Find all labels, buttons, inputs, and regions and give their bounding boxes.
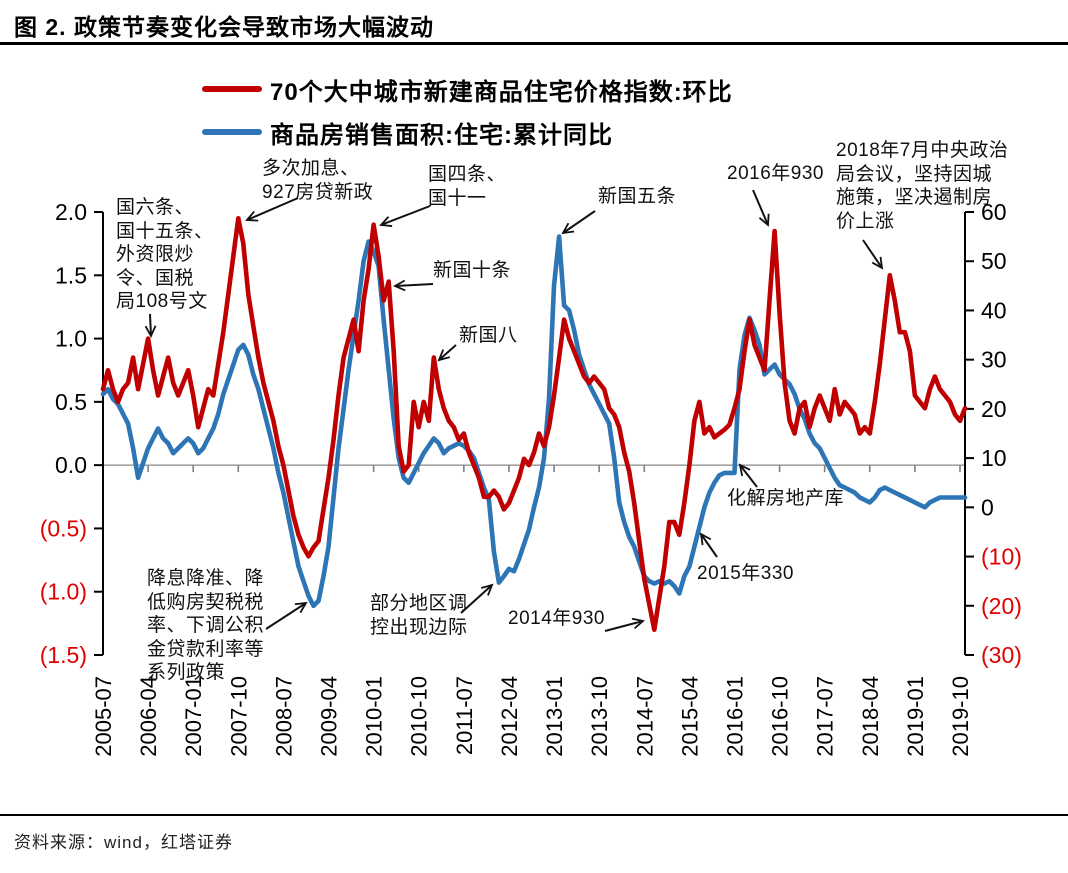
annotation-xinguo5: 新国五条 [598,186,677,207]
right-axis-label: 60 [981,199,1007,225]
legend-label-sales-area: 商品房销售面积:住宅:累计同比 [270,121,613,149]
right-axis-label: 0 [981,494,994,520]
legend-label-price-index: 70个大中城市新建商品住宅价格指数:环比 [270,78,733,106]
legend-swatch-price-index [202,86,262,92]
x-axis-label: 2012-04 [497,676,522,757]
annotation-y2015: 2015年330 [697,563,794,584]
right-axis-label: 30 [981,347,1007,373]
annotation-y2014: 2014年930 [508,608,605,629]
x-axis-label: 2014-07 [632,676,657,757]
x-axis-label: 2010-01 [362,676,387,757]
price-index-line [100,216,968,633]
x-axis-label: 2010-10 [407,676,432,757]
x-axis-label: 2007-10 [226,676,251,757]
left-axis-label: 0.0 [55,452,87,478]
annotation-arrow-y2016 [752,189,768,225]
annotation-arrow-xinguo10 [395,284,434,286]
annotation-arrow-y2018 [862,239,882,268]
annotation-bufen: 部分地区调 控出现边际 [370,593,468,638]
annotation-duoci: 多次加息、 927房贷新政 [262,158,374,203]
annotation-xinguo10: 新国十条 [433,260,512,281]
x-axis-label: 2016-01 [722,676,747,757]
x-axis-label: 2015-04 [677,676,702,757]
x-axis-label: 2007-01 [181,676,206,757]
x-axis-label: 2013-10 [587,676,612,757]
right-axis-label: 20 [981,396,1007,422]
left-axis-label: (0.5) [40,515,87,541]
legend: 70个大中城市新建商品住宅价格指数:环比 商品房销售面积:住宅:累计同比 [202,74,733,160]
annotation-huajie: 化解房地产库 [727,488,845,509]
sales-area-line [100,234,968,609]
annotation-y2016: 2016年930 [727,163,824,184]
legend-item-sales-area: 商品房销售面积:住宅:累计同比 [202,117,733,149]
x-axis-label: 2016-10 [768,676,793,757]
x-axis-label: 2018-04 [858,676,883,757]
left-axis-label: (1.0) [40,579,87,605]
annotation-arrow-y2014 [604,621,643,632]
right-axis-label: 50 [981,248,1007,274]
annotation-arrow-xinguo5 [563,210,596,233]
right-axis-label: 40 [981,297,1007,323]
x-axis-label: 2017-07 [813,676,838,757]
annotation-jiangxi: 降息降准、降 低购房契税税 率、下调公积 金贷款利率等 系列政策 [147,568,265,683]
left-axis-label: 2.0 [55,199,87,225]
x-axis-label: 2005-07 [91,676,116,757]
x-axis-label: 2013-01 [542,676,567,757]
annotation-arrow-y2015 [701,534,718,558]
annotation-arrow-huajie [740,465,758,488]
x-axis-label: 2011-07 [452,676,477,755]
annotation-arrow-guo6 [150,313,151,336]
right-axis-label: (20) [981,593,1022,619]
right-axis-label: (10) [981,544,1022,570]
annotation-arrow-bufen [460,585,492,614]
left-axis-label: (1.5) [40,642,87,668]
page-title: 图 2. 政策节奏变化会导致市场大幅波动 [14,14,434,40]
right-axis-label: (30) [981,642,1022,668]
x-axis-label: 2009-04 [317,676,342,757]
bottom-rule [0,814,1068,816]
right-axis-label: 10 [981,445,1007,471]
annotation-xinguo8: 新国八 [459,325,518,346]
annotation-guo6: 国六条、 国十五条、 外资限炒 令、国税 局108号文 [116,197,214,312]
annotation-guo4: 国四条、 国十一 [428,164,507,209]
legend-item-price-index: 70个大中城市新建商品住宅价格指数:环比 [202,74,733,106]
annotation-arrow-guo4 [381,205,431,225]
annotation-arrow-duoci [247,197,299,220]
source-text: 资料来源：wind，红塔证券 [14,833,233,852]
left-axis-label: 1.0 [55,326,87,352]
x-axis-label: 2008-07 [271,676,296,757]
legend-swatch-sales-area [202,129,262,135]
title-rule [0,42,1068,45]
annotation-arrow-xinguo8 [439,344,457,360]
annotation-arrow-jiangxi [265,603,306,630]
left-axis-label: 0.5 [55,389,87,415]
left-axis-label: 1.5 [55,262,87,288]
x-axis-label: 2019-10 [948,676,973,757]
annotation-y2018: 2018年7月中央政治 局会议，坚持因城 施策，坚决遏制房 价上涨 [836,140,1009,232]
x-axis-label: 2019-01 [903,676,928,757]
x-axis-label: 2006-04 [136,676,161,757]
